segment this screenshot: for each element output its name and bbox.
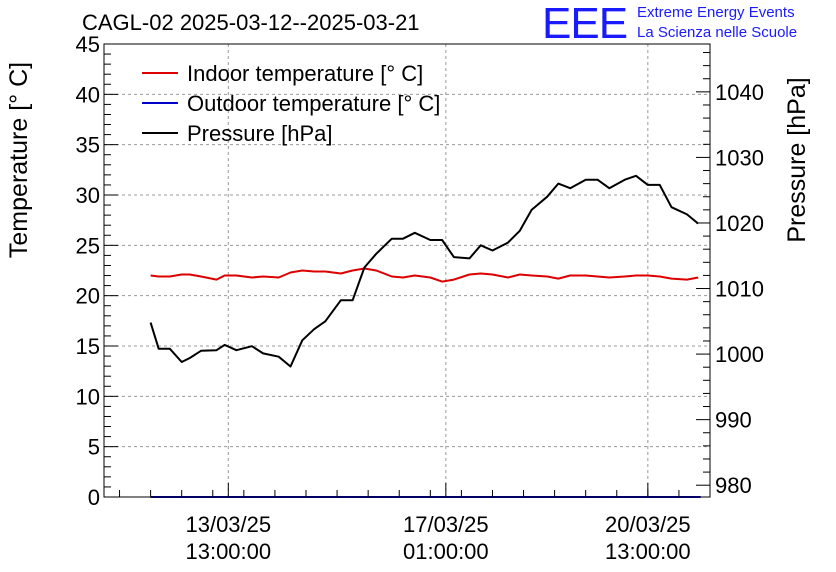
x-tick-date: 20/03/25 <box>605 512 691 537</box>
y-tick-label: 30 <box>76 183 100 208</box>
y2-tick-label: 990 <box>715 408 752 433</box>
legend-indoor-label: Indoor temperature [° C] <box>187 61 423 86</box>
logo-line-2: La Scienza nelle Scuole <box>637 24 798 41</box>
series-line-pressure <box>149 174 699 368</box>
eee-logo: EEE <box>542 0 628 48</box>
legend-outdoor-label: Outdoor temperature [° C] <box>187 91 440 116</box>
legend-pressure-label: Pressure [hPa] <box>187 121 333 146</box>
y-tick-label: 20 <box>76 284 100 309</box>
x-tick-date: 13/03/25 <box>185 512 271 537</box>
x-tick-time: 13:00:00 <box>605 539 691 564</box>
plot-frame <box>103 43 711 498</box>
y-tick-label: 35 <box>76 133 100 158</box>
y-tick-label: 45 <box>76 32 100 57</box>
y-tick-label: 10 <box>76 384 100 409</box>
x-tick-date: 17/03/25 <box>403 512 489 537</box>
y-tick-label: 15 <box>76 334 100 359</box>
series-lines <box>149 174 701 498</box>
y-tick-label: 40 <box>76 82 100 107</box>
y2-tick-label: 980 <box>715 473 752 498</box>
y2-tick-label: 1020 <box>715 211 764 236</box>
legend: Indoor temperature [° C] Outdoor temperat… <box>142 61 440 146</box>
y2-tick-label: 1010 <box>715 277 764 302</box>
y2-tick-label: 1030 <box>715 145 764 170</box>
y-tick-label: 25 <box>76 233 100 258</box>
axes: 0 5 10 15 20 25 30 35 40 45 980 990 1000 1010 1020 1030… <box>76 32 764 564</box>
series-line-indoor <box>150 267 699 283</box>
y-tick-label: 5 <box>88 435 100 460</box>
y2-axis-label: Pressure [hPa] <box>783 77 811 242</box>
y-tick-label: 0 <box>88 485 100 510</box>
logo-line-1: Extreme Energy Events <box>637 4 795 21</box>
chart-title: CAGL-02 2025-03-12--2025-03-21 <box>82 10 420 35</box>
x-tick-time: 13:00:00 <box>185 539 271 564</box>
x-tick-time: 01:00:00 <box>403 539 489 564</box>
y2-tick-label: 1040 <box>715 80 764 105</box>
grid <box>104 44 710 497</box>
y-axis-label: Temperature [° C] <box>5 62 33 258</box>
y2-tick-label: 1000 <box>715 342 764 367</box>
